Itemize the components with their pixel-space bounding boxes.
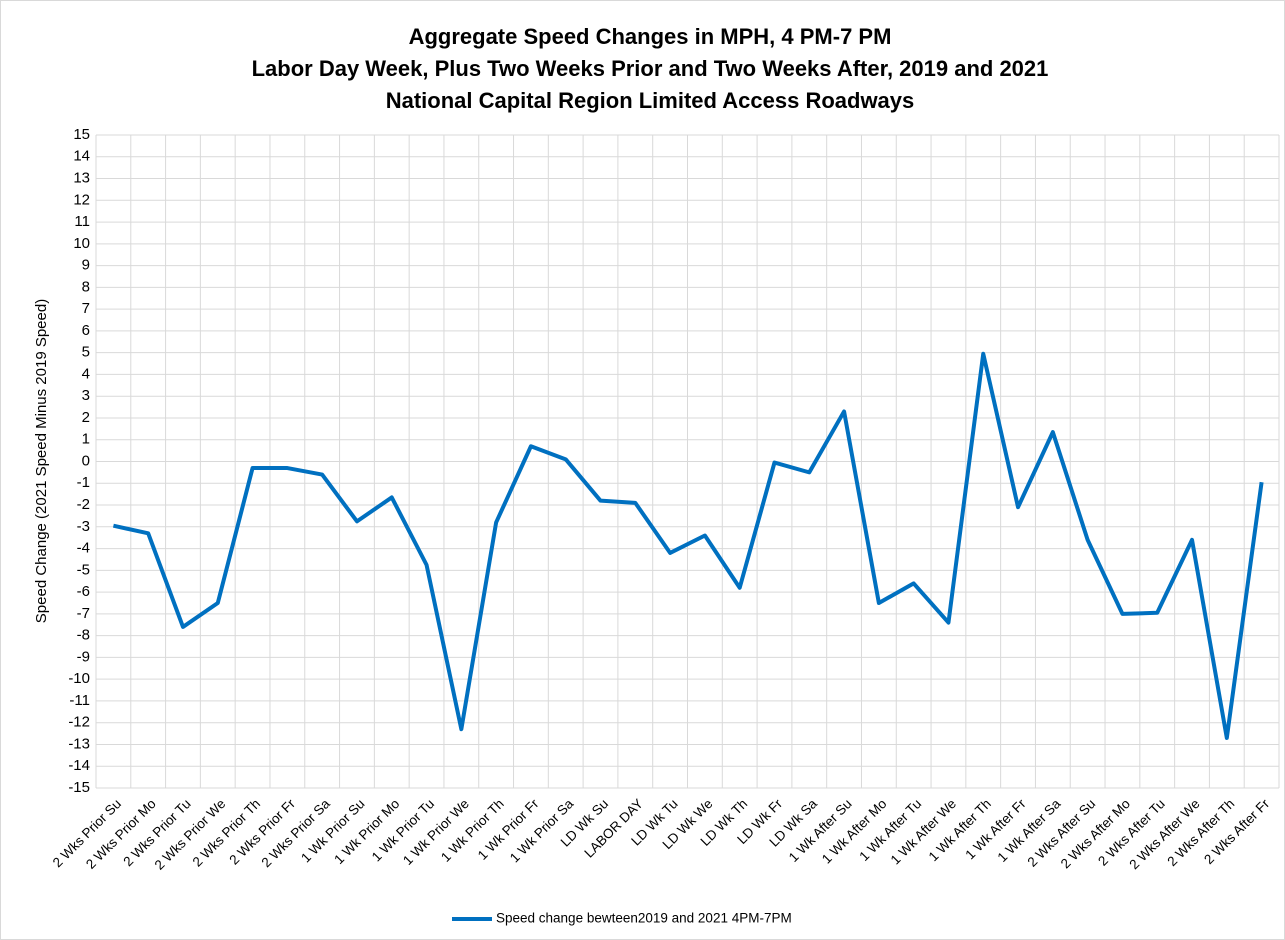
- y-tick-label: 4: [82, 365, 90, 382]
- y-tick-label: 11: [74, 213, 90, 230]
- y-tick-label: -12: [68, 714, 90, 731]
- y-tick-label: 3: [82, 387, 90, 404]
- y-tick-label: 5: [82, 344, 90, 361]
- y-tick-label: 10: [73, 235, 90, 252]
- y-tick-label: 15: [73, 126, 90, 143]
- y-tick-label: 7: [82, 300, 90, 317]
- y-tick-label: -3: [77, 518, 90, 535]
- y-tick-label: -4: [77, 540, 90, 557]
- y-tick-label: -7: [77, 605, 90, 622]
- chart-title: Aggregate Speed Changes in MPH, 4 PM-7 P…: [409, 24, 892, 49]
- y-tick-label: -14: [68, 757, 90, 774]
- y-tick-label: 0: [82, 452, 90, 469]
- y-tick-label: 2: [82, 409, 90, 426]
- y-tick-label: -10: [68, 670, 90, 687]
- y-tick-label: -5: [77, 561, 90, 578]
- y-axis-label: Speed Change (2021 Speed Minus 2019 Spee…: [33, 299, 50, 623]
- y-tick-label: -6: [77, 583, 90, 600]
- chart-subtitle: National Capital Region Limited Access R…: [386, 88, 915, 113]
- y-tick-label: -2: [77, 496, 90, 513]
- y-tick-label: -8: [77, 627, 90, 644]
- y-tick-label: 13: [73, 170, 90, 187]
- chart-subtitle: Labor Day Week, Plus Two Weeks Prior and…: [252, 56, 1049, 81]
- y-tick-label: -15: [68, 779, 90, 796]
- legend-label: Speed change bewteen2019 and 2021 4PM-7P…: [496, 911, 792, 926]
- y-tick-label: 9: [82, 257, 90, 274]
- series-line: [112, 351, 1264, 740]
- y-tick-label: 1: [82, 431, 90, 448]
- y-tick-label: -9: [77, 648, 90, 665]
- y-tick-label: 14: [73, 148, 90, 165]
- y-tick-label: 12: [73, 191, 90, 208]
- y-tick-label: 6: [82, 322, 90, 339]
- y-tick-label: -11: [69, 692, 90, 709]
- y-tick-label: -1: [77, 474, 90, 491]
- y-tick-label: -13: [68, 735, 90, 752]
- y-tick-label: 8: [82, 278, 90, 295]
